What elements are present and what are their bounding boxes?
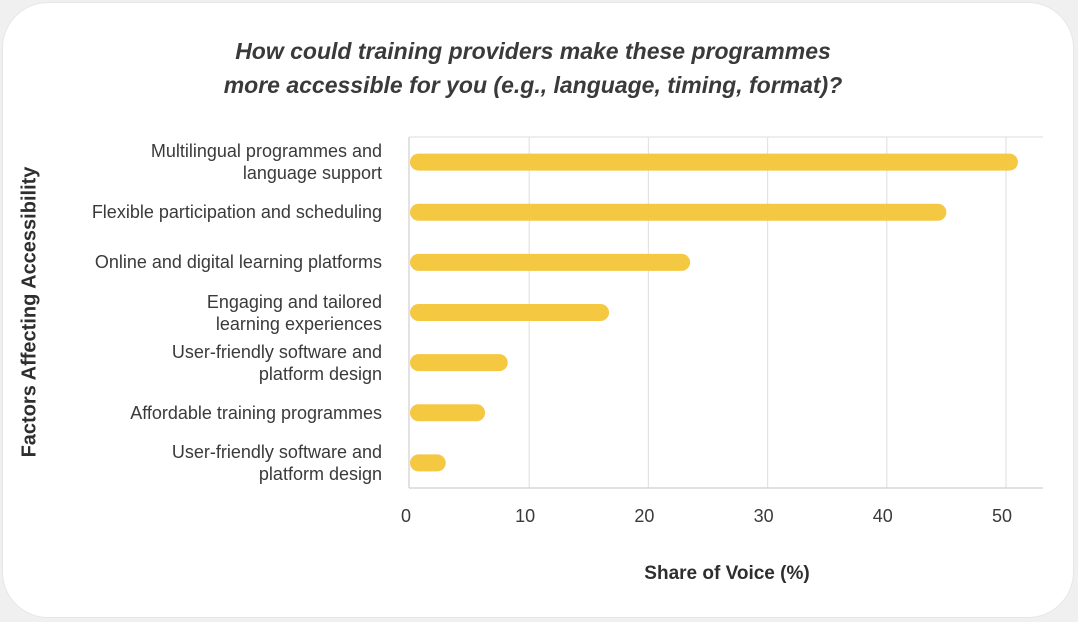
category-label-5: User-friendly software and platform desi… bbox=[171, 341, 382, 384]
x-tick-label-10: 10 bbox=[515, 506, 536, 526]
category-label-7: User-friendly software and platform desi… bbox=[171, 441, 382, 484]
x-axis-title: Share of Voice (%) bbox=[644, 563, 810, 584]
category-label-3: Online and digital learning platforms bbox=[94, 252, 382, 273]
category-label-4: Engaging and tailored learning experienc… bbox=[206, 291, 382, 334]
chart-title-line-2: more accessible for you (e.g., language,… bbox=[223, 72, 843, 98]
bar-3 bbox=[410, 253, 691, 271]
category-label-6: Affordable training programmes bbox=[130, 402, 382, 423]
x-tick-label-50: 50 bbox=[991, 506, 1013, 526]
chart-title-line-1: How could training providers make these … bbox=[235, 38, 831, 64]
x-tick-label-0: 0 bbox=[400, 506, 412, 526]
bar-7 bbox=[410, 454, 446, 472]
bar-1 bbox=[410, 153, 1018, 171]
bar-5 bbox=[410, 354, 508, 372]
x-tick-label-20: 20 bbox=[634, 506, 655, 526]
chart-title: How could training providers make these … bbox=[0, 34, 1066, 102]
category-label-2: Flexible participation and scheduling bbox=[91, 202, 382, 223]
bar-4 bbox=[410, 304, 610, 321]
x-tick-label-30: 30 bbox=[753, 506, 774, 526]
category-label-1: Multilingual programmes and language sup… bbox=[150, 141, 382, 184]
bar-6 bbox=[410, 404, 486, 422]
bar-2 bbox=[410, 203, 947, 221]
x-tick-label-40: 40 bbox=[872, 506, 893, 526]
